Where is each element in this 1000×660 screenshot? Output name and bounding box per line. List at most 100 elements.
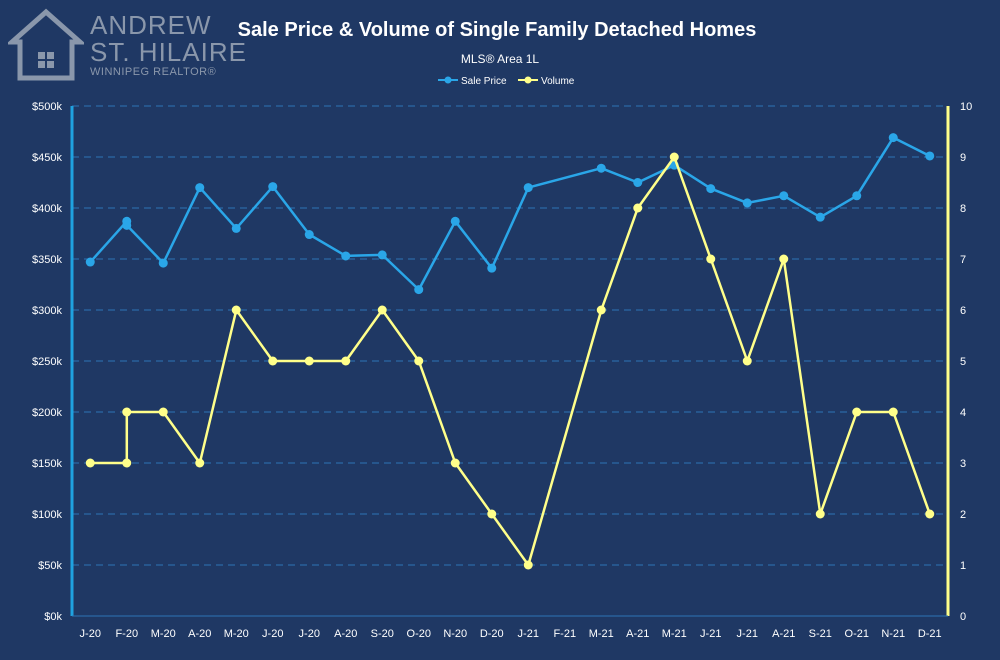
legend-label: Sale Price	[461, 76, 507, 87]
sale-price-point	[742, 198, 752, 208]
y-left-tick-label: $50k	[38, 560, 62, 572]
x-tick-label: S-20	[371, 628, 394, 640]
sale-price-point	[633, 178, 643, 187]
volume-line	[90, 155, 931, 567]
chart-subtitle: MLS® Area 1L	[461, 52, 540, 66]
volume-point	[341, 356, 351, 366]
x-tick-label: N-20	[443, 628, 467, 640]
x-tick-label: M-21	[589, 628, 614, 640]
volume-point	[596, 305, 606, 315]
y-left-tick-label: $350k	[32, 254, 62, 266]
sale-price-point	[925, 151, 935, 161]
sale-price-point	[85, 257, 95, 267]
sale-price-point	[195, 183, 205, 193]
volume-point	[122, 458, 132, 468]
sale-price-point	[706, 184, 716, 194]
logo: ANDREW ST. HILAIRE WINNIPEG REALTOR®	[5, 6, 246, 86]
sale-price-point	[414, 285, 424, 295]
sale-price-point	[852, 191, 862, 201]
x-tick-label: F-21	[553, 628, 576, 640]
sale-price-point	[487, 263, 497, 273]
sale-price-point	[450, 216, 460, 226]
x-tick-label: M-20	[224, 628, 249, 640]
sale-price-point	[888, 133, 898, 143]
sale-price-point	[815, 212, 825, 222]
volume-point	[633, 203, 643, 213]
volume-point	[815, 509, 825, 519]
volume-point	[669, 152, 679, 162]
sale-price-point	[377, 250, 387, 260]
sale-price-point	[268, 182, 278, 192]
x-tick-label: S-21	[809, 628, 832, 640]
logo-name-line1: ANDREW	[90, 10, 212, 40]
sale-price-point	[304, 230, 314, 240]
x-tick-label: F-20	[115, 628, 138, 640]
x-tick-label: J-20	[299, 628, 320, 640]
volume-point	[487, 509, 497, 519]
legend-swatch-marker	[444, 76, 452, 84]
y-right-tick-label: 8	[960, 203, 966, 215]
volume-point	[85, 458, 95, 468]
y-right-tick-label: 5	[960, 356, 966, 368]
volume-point	[925, 509, 935, 519]
volume-point	[158, 407, 168, 417]
y-left-tick-label: $300k	[32, 305, 62, 317]
x-tick-label: O-21	[845, 628, 869, 640]
x-tick-label: J-21	[700, 628, 721, 640]
legend-swatch-marker	[524, 76, 532, 84]
chart-title: Sale Price & Volume of Single Family Det…	[238, 19, 757, 41]
x-tick-label: J-20	[262, 628, 283, 640]
y-right-tick-label: 10	[960, 101, 972, 113]
y-left-tick-label: $450k	[32, 152, 62, 164]
x-tick-label: A-21	[626, 628, 649, 640]
volume-point	[268, 356, 278, 366]
sale-price-point	[122, 220, 132, 230]
volume-point	[888, 407, 898, 417]
volume-point	[195, 458, 205, 468]
x-tick-label: J-20	[80, 628, 101, 640]
sale-price-point	[779, 191, 789, 201]
y-right-tick-label: 1	[960, 560, 966, 572]
y-left-tick-label: $0k	[44, 611, 62, 623]
sale-price-point	[158, 258, 168, 268]
y-left-tick-label: $150k	[32, 458, 62, 470]
x-tick-label: J-21	[518, 628, 539, 640]
x-tick-label: D-20	[480, 628, 504, 640]
y-left-tick-label: $100k	[32, 509, 62, 521]
volume-point	[377, 305, 387, 315]
volume-point	[231, 305, 241, 315]
x-tick-label: A-21	[772, 628, 795, 640]
sale-price-line	[89, 136, 931, 291]
volume-point	[706, 254, 716, 264]
y-right-tick-label: 7	[960, 254, 966, 266]
y-right-tick-label: 2	[960, 509, 966, 521]
sale-price-point	[341, 251, 351, 261]
x-tick-label: A-20	[188, 628, 211, 640]
volume-point	[304, 356, 314, 366]
logo-tagline: WINNIPEG REALTOR®	[90, 66, 217, 78]
x-tick-label: M-20	[151, 628, 176, 640]
x-tick-label: N-21	[881, 628, 905, 640]
y-right-tick-label: 9	[960, 152, 966, 164]
legend-label: Volume	[541, 76, 575, 87]
volume-point	[122, 407, 132, 417]
y-left-tick-label: $400k	[32, 203, 62, 215]
house-icon	[5, 8, 87, 81]
volume-point	[414, 356, 424, 366]
sale-price-point	[523, 183, 533, 193]
sale-price-point	[596, 163, 606, 173]
volume-point	[852, 407, 862, 417]
y-left-tick-label: $500k	[32, 101, 62, 113]
y-right-tick-label: 3	[960, 458, 966, 470]
volume-point	[742, 356, 752, 366]
volume-point	[450, 458, 460, 468]
y-left-tick-label: $250k	[32, 356, 62, 368]
volume-point	[779, 254, 789, 264]
x-tick-label: O-20	[407, 628, 431, 640]
y-right-tick-label: 0	[960, 611, 966, 623]
sale-price-point	[231, 223, 241, 233]
y-right-tick-label: 6	[960, 305, 966, 317]
logo-name-line2: ST. HILAIRE	[90, 37, 247, 67]
x-tick-label: M-21	[662, 628, 687, 640]
